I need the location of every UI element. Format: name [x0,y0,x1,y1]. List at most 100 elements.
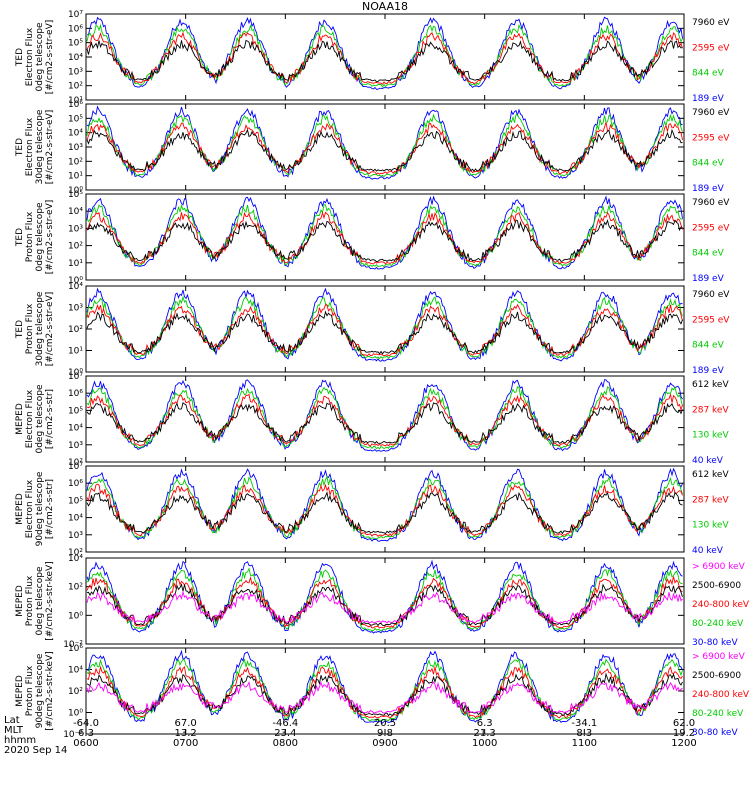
panel-frame [85,285,685,373]
y-axis-label-line: [#/cm2-s-str-eV] [45,110,55,185]
legend-label: 844 eV [692,159,725,169]
y-axis-label-line: 0deg telescope [35,22,45,92]
chart-title: NOAA18 [361,0,409,13]
series-trace [86,39,683,83]
y-tick-label: 10⁴ [68,424,83,434]
legend-label: 7960 eV [692,108,730,118]
legend-label: 189 eV [692,94,725,104]
y-axis-label-line: Proton Flux [25,665,35,716]
y-tick-label: 10³ [68,531,83,541]
mlt-tick-label: 21.3 [474,728,496,739]
y-axis-label: TED Electron Flux 30deg telescope [#/cm2-s-… [15,109,55,184]
mlt-tick-label: 19.2 [673,728,695,739]
y-axis-label-line: Proton Flux [25,211,35,262]
mlt-tick-label: 6.3 [78,728,94,739]
legend-label: 240-800 keV [692,690,750,700]
series-trace [86,310,683,355]
y-axis-label-line: TED [15,320,25,339]
legend-label: 80-240 keV [692,709,744,719]
y-tick-label: 10⁴ [68,514,83,524]
lat-tick-label: -64.0 [73,718,99,729]
y-tick-label: 10⁶ [68,100,83,110]
series-trace [86,491,683,535]
y-tick-label: 10² [68,548,83,558]
series-trace [86,303,683,357]
legend-label: 287 keV [692,495,729,505]
y-axis-label-line: 90deg telescope [35,471,45,546]
y-tick-label: 10⁷ [68,10,83,20]
footer-axis-labels: Lat MLT hhmm 2020 Sep 14 [4,716,67,756]
y-axis-label-line: MEPED [15,493,25,525]
time-tick-label: 0600 [73,738,98,749]
series-trace [86,195,683,270]
mlt-tick-label: 13.2 [175,728,197,739]
mlt-tick-label: 9.8 [377,728,393,739]
y-tick-label: 10¹ [68,259,83,269]
panel-frame [85,13,685,101]
series-trace [86,386,683,450]
y-tick-label: 10⁷ [68,462,83,472]
y-tick-label: 10⁶ [68,389,83,399]
y-tick-label: 10⁴ [68,554,83,564]
lat-tick-label: 67.0 [175,718,197,729]
y-tick-label: 10³ [68,304,83,314]
footer-label-hhmm: hhmm [4,735,37,746]
lat-tick-label: 20.5 [374,718,396,729]
y-tick-label: 10⁵ [68,39,83,49]
series-trace [86,567,683,632]
legend-label: 7960 eV [692,290,730,300]
y-tick-label: 10⁶ [68,644,83,654]
series-trace [86,219,683,263]
y-tick-label: 10⁻² [63,730,83,740]
series-trace [86,16,683,90]
y-tick-label: 10² [68,242,83,252]
lat-tick-label: -34.1 [571,718,597,729]
y-tick-label: 10² [68,82,83,92]
mlt-tick-label: 8.3 [576,728,592,739]
y-tick-label: 10⁶ [68,24,83,34]
y-tick-label: 10⁴ [68,207,83,217]
panel-frame [85,103,685,191]
series-trace [86,467,683,542]
series-trace [86,575,683,629]
time-tick-label: 0900 [372,738,397,749]
y-tick-label: 10⁰ [68,186,83,196]
y-axis-label-line: Electron Flux [25,389,35,448]
y-axis-label: TED Proton Flux 0deg telescope [#/cm2-s-str… [15,200,55,275]
y-tick-label: 10⁴ [68,282,83,292]
y-tick-label: 10⁰ [68,368,83,378]
y-axis-label-line: Electron Flux [25,27,35,86]
lat-tick-label: 62.0 [673,718,695,729]
y-axis-label-line: 0deg telescope [35,566,45,636]
series-trace [86,31,683,85]
y-axis-label-line: [#/cm2-s-str-keV] [45,561,55,640]
time-tick-label: 1200 [671,738,696,749]
legend-label: 130 keV [692,521,729,531]
legend-label: 2595 eV [692,43,730,53]
y-axis-label-line: Proton Flux [25,303,35,354]
legend-label: 2500-6900 [692,671,741,681]
y-tick-label: 10⁵ [68,114,83,124]
y-tick-label: 10³ [68,224,83,234]
y-tick-label: 10¹ [68,347,83,357]
series-trace [86,657,683,722]
y-tick-label: 10⁴ [68,129,83,139]
y-tick-label: 10³ [68,143,83,153]
y-axis-label-line: [#/cm2-s-str-eV] [45,292,55,367]
y-axis-label: MEPED Electron Flux 90deg telescope [#/cm2-… [15,471,55,546]
legend-label: 2595 eV [692,223,730,233]
y-tick-label: 10⁷ [68,372,83,382]
time-tick-label: 1100 [572,738,597,749]
legend-label: 30-80 keV [692,638,738,648]
y-axis-label-line: 0deg telescope [35,384,45,454]
series-trace [86,665,683,719]
y-axis-label-line: TED [15,138,25,157]
legend-label: 30-80 keV [692,728,738,738]
time-tick-label: 1000 [472,738,497,749]
series-trace [86,287,683,362]
y-axis-label: MEPED Electron Flux 0deg telescope [#/cm2-s… [15,384,55,454]
y-tick-label: 10³ [68,441,83,451]
y-tick-label: 10² [68,687,83,697]
legend-label: 240-800 keV [692,600,750,610]
